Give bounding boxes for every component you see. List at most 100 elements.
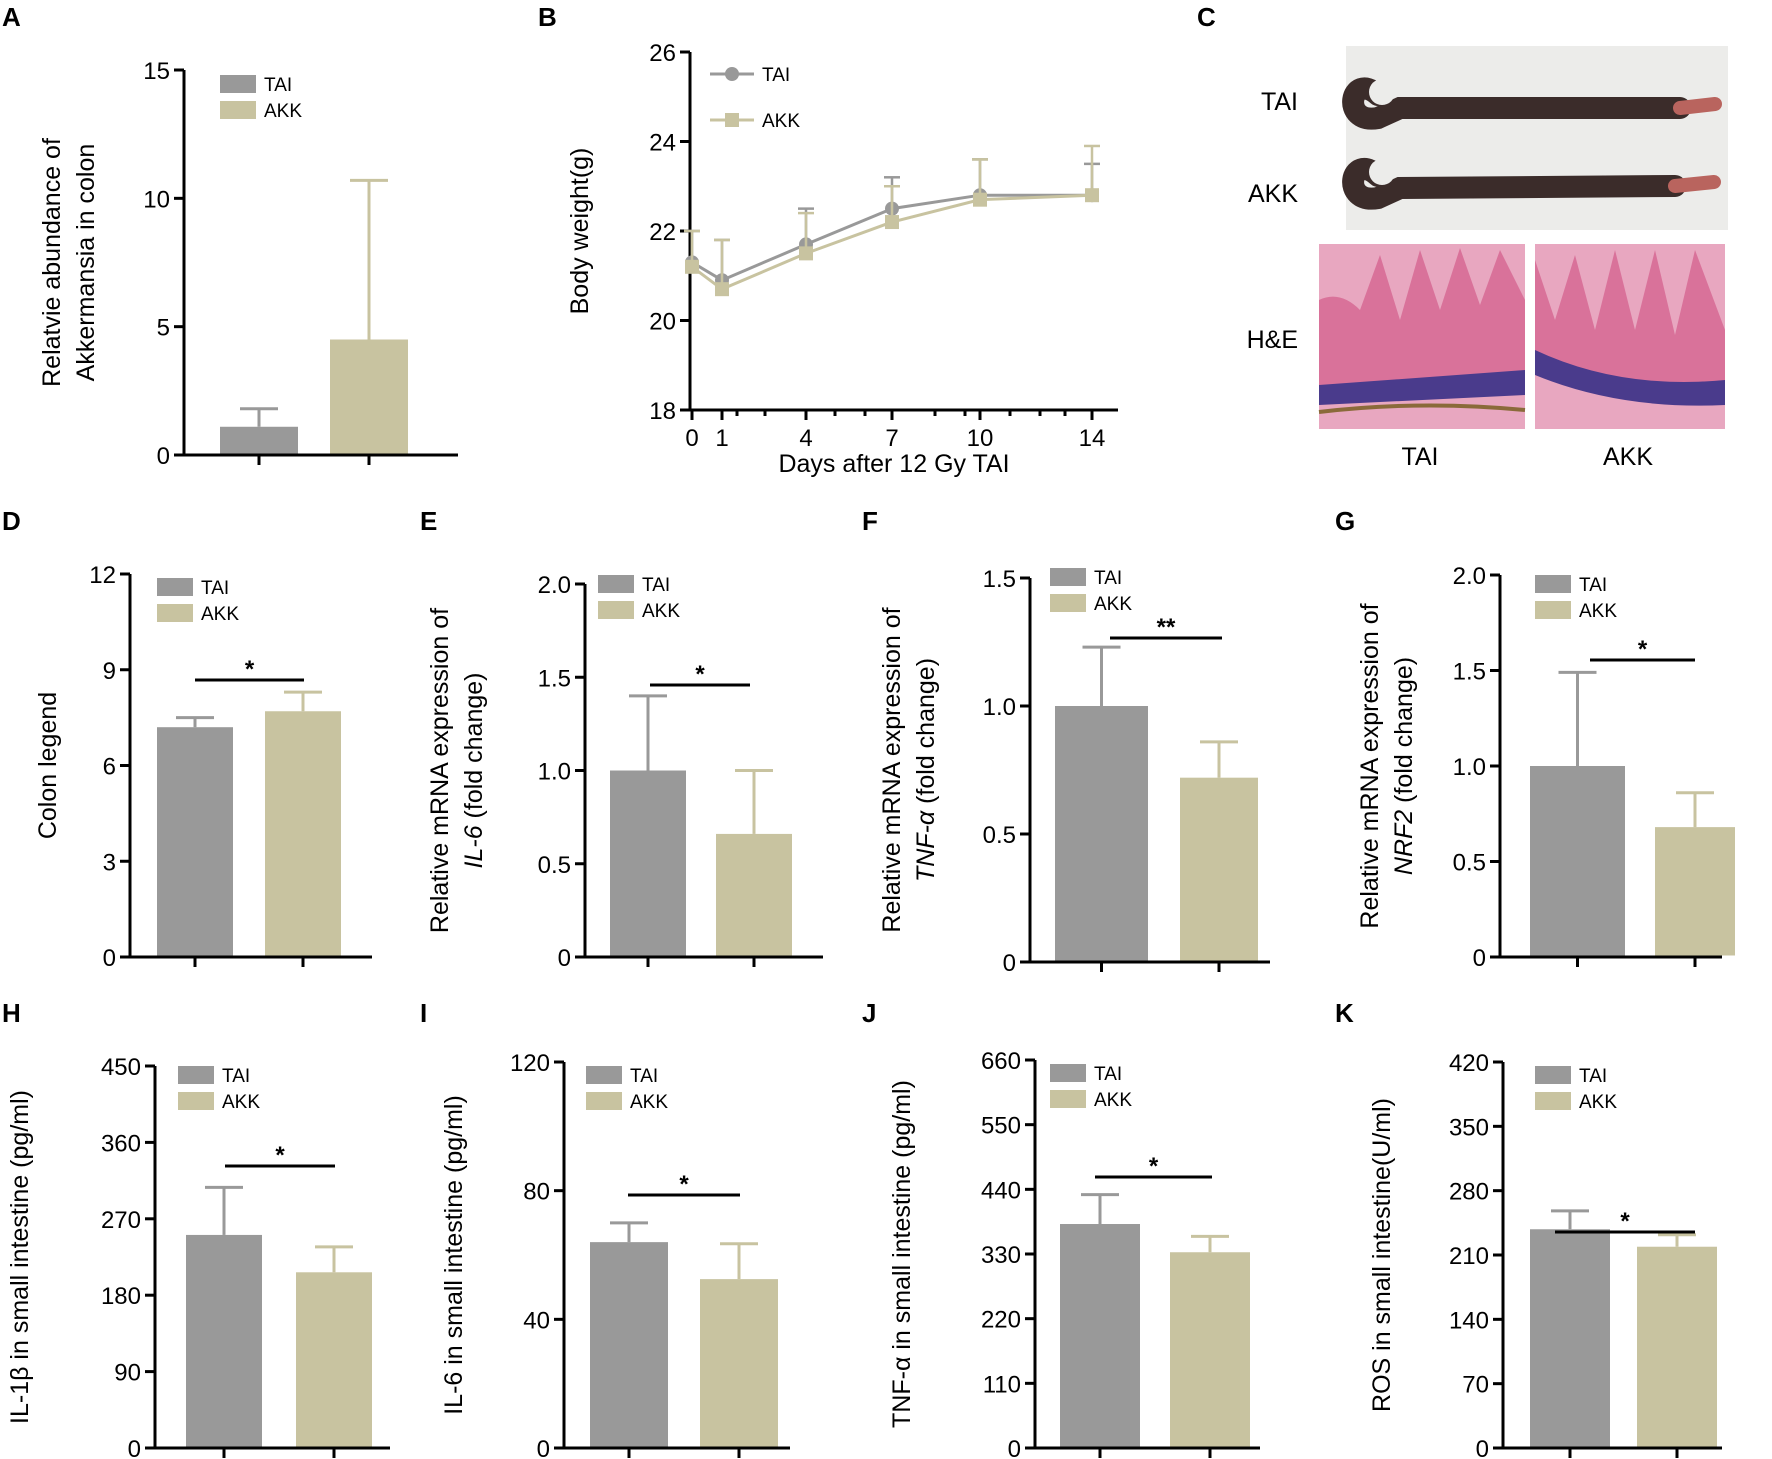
y-tick-label-h: 270	[101, 1207, 141, 1234]
y-tick-label-f: 1.0	[983, 694, 1016, 721]
significance-marker-f: **	[1157, 614, 1176, 641]
significance-marker-j: *	[1149, 1153, 1159, 1180]
legend-label-akk-d: AKK	[201, 604, 239, 625]
legend-swatch-akk-a	[220, 101, 256, 119]
legend-label-tai-d: TAI	[201, 578, 229, 599]
legend-label-akk-f: AKK	[1094, 594, 1132, 615]
legend-label-akk-i: AKK	[630, 1092, 668, 1113]
y-axis-label-part: NRF2	[1390, 810, 1418, 875]
point-akk-b	[685, 259, 699, 274]
point-akk-b	[799, 246, 813, 261]
panel-label-d: D	[2, 506, 21, 536]
x-tick-label-b: 10	[967, 425, 994, 452]
y-tick-label-j: 440	[981, 1177, 1021, 1204]
y-tick-label-k: 420	[1449, 1050, 1489, 1077]
y-tick-label-h: 360	[101, 1130, 141, 1157]
y-tick-label-g: 2.0	[1453, 563, 1486, 590]
y-axis-label-i-line-1: IL-6 in small intestine (pg/ml)	[440, 1095, 468, 1415]
he-section-akk	[1535, 244, 1725, 429]
legend-label-akk-k: AKK	[1579, 1092, 1617, 1113]
panel-a: A Relatvie abundance of Akkermansia in col…	[2, 2, 458, 470]
significance-marker-e: *	[695, 661, 705, 688]
legend-swatch-tai-d	[157, 578, 193, 596]
legend-swatch-tai-k	[1535, 1066, 1571, 1084]
bar-tai-k	[1530, 1229, 1610, 1447]
bar-tai-j	[1060, 1224, 1140, 1447]
legend-label-tai-a: TAI	[264, 75, 292, 96]
legend-label-tai-b: TAI	[762, 65, 790, 86]
legend-label-akk-b: AKK	[762, 111, 800, 132]
y-tick-label-a: 15	[143, 58, 170, 85]
y-axis-label-part: IL-6	[460, 825, 488, 868]
y-axis-label-part: Relatvie abundance of	[38, 138, 66, 387]
y-tick-label-f: 0.5	[983, 822, 1016, 849]
significance-marker-h: *	[275, 1142, 285, 1169]
y-tick-label-k: 70	[1462, 1372, 1489, 1399]
y-tick-label-e: 1.0	[538, 759, 571, 786]
photo-row-label-akk: AKK	[1248, 180, 1298, 208]
legend-label-tai-e: TAI	[642, 575, 670, 596]
legend-swatch-tai-h	[178, 1066, 214, 1084]
bar-tai-f	[1055, 706, 1148, 961]
y-axis-label-j-line-1: TNF-α in small intestine (pg/ml)	[888, 1080, 916, 1428]
y-axis-label-part: TNF-α in small intestine (pg/ml)	[888, 1080, 916, 1428]
legend-label-akk-h: AKK	[222, 1092, 260, 1113]
legend-label-akk-a: AKK	[264, 101, 302, 122]
legend-label-akk-g: AKK	[1579, 601, 1617, 622]
intestine-photo-tai	[1342, 77, 1722, 130]
intestine-photo-akk	[1342, 158, 1721, 210]
y-tick-label-e: 0	[558, 945, 571, 972]
panel-e: E Relative mRNA expression of IL-6 (fold c…	[420, 506, 823, 972]
y-tick-label-b: 24	[649, 130, 676, 157]
bar-akk-g	[1655, 827, 1735, 956]
y-tick-label-d: 0	[103, 945, 116, 972]
y-tick-label-g: 0	[1473, 945, 1486, 972]
panel-label-h: H	[2, 998, 21, 1028]
y-axis-label-g-line-1: Relative mRNA expression of	[1356, 603, 1384, 928]
legend-swatch-akk-k	[1535, 1092, 1571, 1110]
y-tick-label-d: 12	[89, 562, 116, 589]
x-tick-label-b: 1	[715, 425, 728, 452]
legend-swatch-tai-f	[1050, 568, 1086, 586]
significance-marker-i: *	[679, 1171, 689, 1198]
legend-swatch-tai-e	[598, 575, 634, 593]
bar-tai-i	[590, 1242, 668, 1447]
bar-akk-i	[700, 1279, 778, 1447]
y-axis-label-d-line-1: Colon legend	[34, 692, 62, 839]
legend-swatch-tai-g	[1535, 575, 1571, 593]
panel-j: J TNF-α in small intestine (pg/ml) 0 110 220…	[862, 998, 1260, 1459]
panel-label-a: A	[2, 2, 21, 32]
y-tick-label-b: 22	[649, 219, 676, 246]
x-tick-label-b: 0	[685, 425, 698, 452]
significance-marker-k: *	[1620, 1208, 1630, 1235]
y-tick-label-e: 0.5	[538, 852, 571, 879]
legend-swatch-tai-i	[586, 1066, 622, 1084]
y-tick-label-k: 280	[1449, 1179, 1489, 1206]
photo-row-label-tai: TAI	[1261, 88, 1298, 116]
y-tick-label-a: 5	[157, 315, 170, 342]
legend-swatch-akk-h	[178, 1092, 214, 1110]
legend-swatch-akk-i	[586, 1092, 622, 1110]
bar-tai-g	[1530, 766, 1625, 956]
legend-label-akk-j: AKK	[1094, 1090, 1132, 1111]
panel-c: C TAI AKK H&E TAI AKK	[1197, 2, 1728, 471]
point-akk-b	[973, 192, 987, 207]
x-tick-label-b: 14	[1079, 425, 1106, 452]
y-axis-label-part: (fold change)	[912, 658, 940, 811]
y-axis-label-e-line-2: IL-6 (fold change)	[460, 673, 488, 869]
y-axis-label-h-line-1: IL-1β in small intestine (pg/ml)	[6, 1090, 34, 1424]
bar-akk-e	[716, 833, 792, 956]
point-akk-b	[885, 215, 899, 230]
y-axis-label-part: TNF-α	[912, 810, 940, 882]
y-axis-label-part: IL-6 in small intestine (pg/ml)	[440, 1095, 468, 1415]
y-axis-label-k-line-1: ROS in small intestine(U/ml)	[1368, 1098, 1396, 1412]
y-tick-label-b: 18	[649, 398, 676, 425]
y-tick-label-j: 330	[981, 1242, 1021, 1269]
legend-label-tai-j: TAI	[1094, 1064, 1122, 1085]
y-axis-label-a-line-2: Akkermansia in colon	[72, 144, 100, 382]
y-axis-label-f-line-2: TNF-α (fold change)	[912, 658, 940, 882]
bar-akk-a	[330, 339, 408, 454]
y-axis-label-e-line-1: Relative mRNA expression of	[426, 608, 454, 933]
